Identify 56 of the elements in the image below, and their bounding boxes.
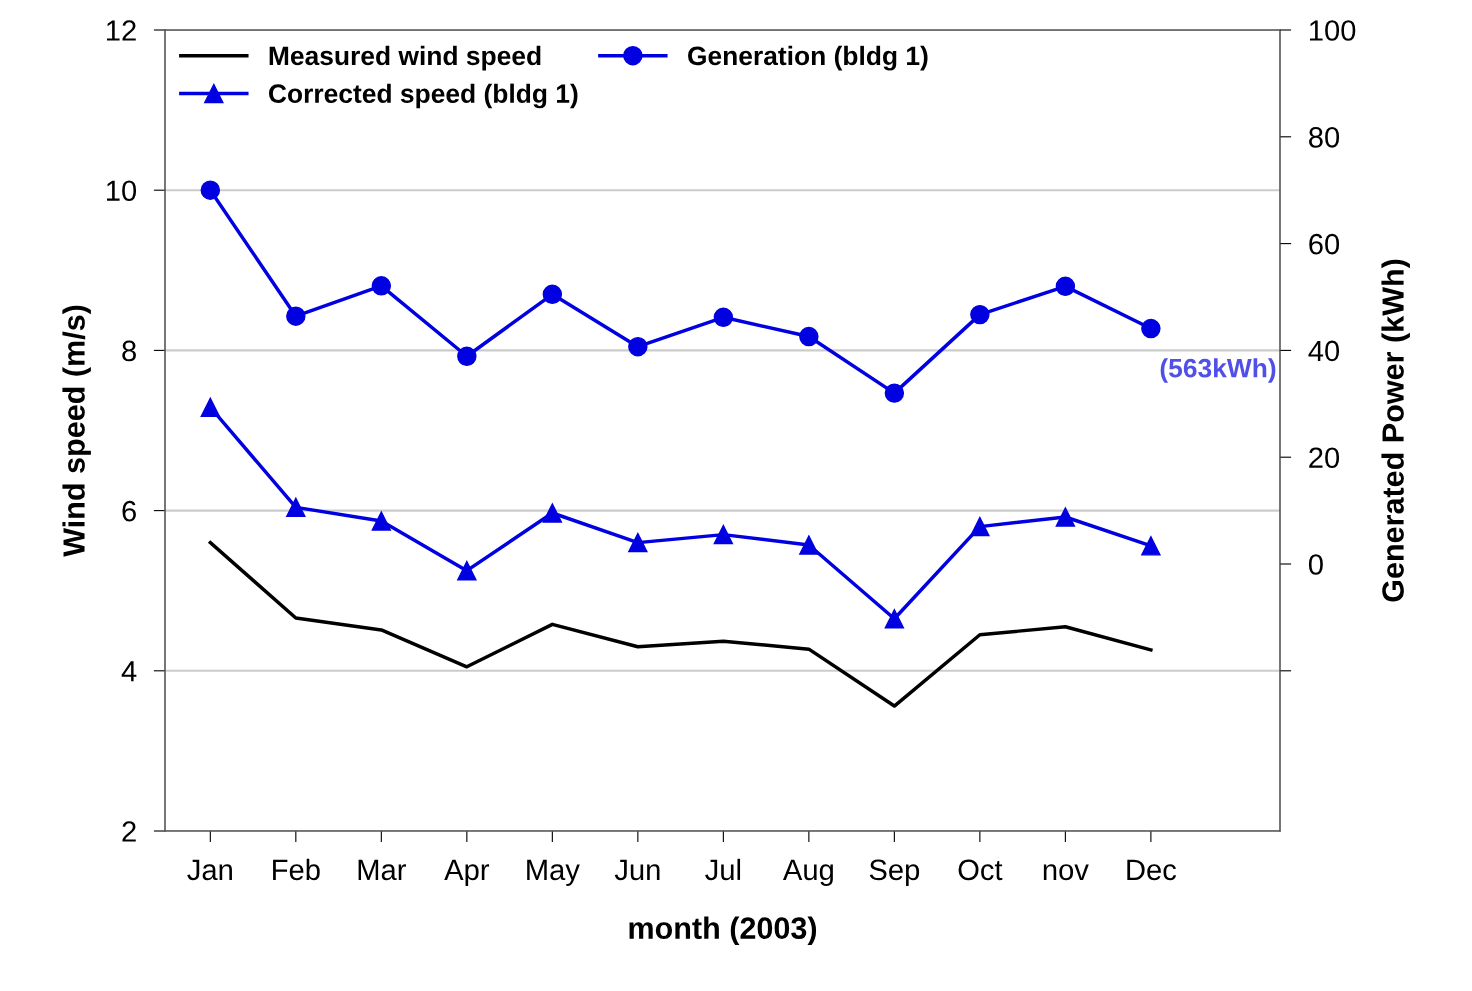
point <box>1141 536 1161 556</box>
line-series <box>208 540 1153 708</box>
legend-label: Corrected speed (bldg 1) <box>269 83 578 109</box>
x-tick-label: nov <box>1043 864 1089 881</box>
point <box>628 336 648 357</box>
y-tick-label: 10 <box>107 180 137 202</box>
point <box>286 306 306 326</box>
y-axis-title: Wind speed (m/s) <box>62 305 91 557</box>
point <box>371 511 392 531</box>
point <box>799 326 819 347</box>
x-tick-label: Feb <box>273 858 320 881</box>
point <box>542 503 563 523</box>
x-axis-title: month (2003) <box>629 916 817 946</box>
point <box>542 284 563 305</box>
point <box>799 535 819 555</box>
point <box>884 609 905 629</box>
point <box>628 532 648 553</box>
y-tick-label: 2 <box>122 821 136 842</box>
x-tick-label: Jan <box>187 859 232 881</box>
x-tick-label: Oct <box>958 859 1003 881</box>
point <box>713 307 734 328</box>
y-tick-label: 6 <box>122 500 136 522</box>
point <box>200 180 221 200</box>
point <box>286 497 306 518</box>
point <box>457 346 477 366</box>
point <box>1055 276 1076 297</box>
y2-tick-label: 80 <box>1309 127 1340 148</box>
point <box>200 397 221 417</box>
y2-axis-title: Generated Power (kWh) <box>1381 259 1410 602</box>
point <box>884 383 905 403</box>
point <box>457 560 477 581</box>
y-tick-label: 12 <box>107 20 136 41</box>
x-tick-label: Jul <box>705 858 741 881</box>
x-tick-label: Mar <box>358 859 406 881</box>
point <box>970 516 990 537</box>
legend-label: Measured wind speed <box>269 45 541 71</box>
y2-tick-label: 40 <box>1308 340 1340 362</box>
point <box>1055 507 1076 527</box>
y-tick-label: 8 <box>122 340 136 362</box>
annotation: (563kWh) <box>1160 358 1276 383</box>
point <box>1141 318 1161 339</box>
legend-label: Generation (bldg 1) <box>688 45 928 71</box>
y2-tick-label: 20 <box>1309 447 1340 469</box>
x-tick-label: Apr <box>444 859 490 886</box>
point <box>713 524 734 545</box>
x-tick-label: Sep <box>869 859 920 886</box>
x-tick-label: Aug <box>782 859 833 886</box>
x-tick-label: Dec <box>1127 859 1177 881</box>
point <box>371 276 392 296</box>
x-tick-label: Jun <box>614 859 660 881</box>
y2-tick-label: 100 <box>1310 20 1356 41</box>
point <box>970 304 990 325</box>
y-tick-label: 4 <box>121 661 137 682</box>
y2-tick-label: 0 <box>1308 554 1323 575</box>
y2-tick-label: 60 <box>1309 233 1340 255</box>
x-tick-label: May <box>527 859 580 886</box>
